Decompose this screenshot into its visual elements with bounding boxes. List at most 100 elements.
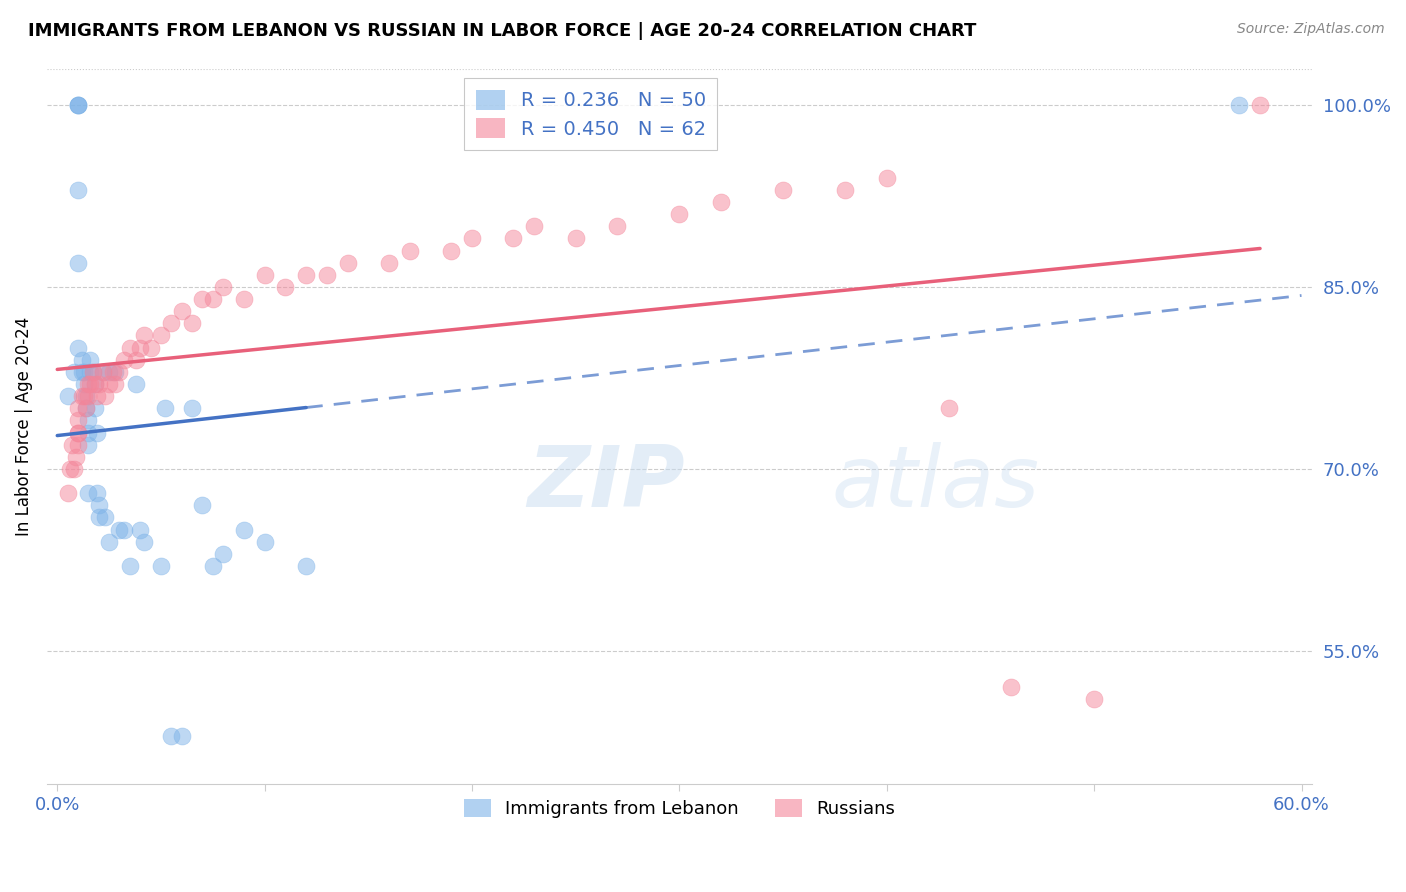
Point	[1227, 98, 1250, 112]
Point	[77, 376, 100, 391]
Point	[73, 389, 96, 403]
Point	[112, 352, 135, 367]
Point	[66, 425, 89, 440]
Point	[70, 365, 93, 379]
Y-axis label: In Labor Force | Age 20-24: In Labor Force | Age 20-24	[15, 317, 32, 536]
Point	[134, 328, 156, 343]
Point	[86, 425, 108, 440]
Point	[98, 534, 121, 549]
Point	[149, 559, 172, 574]
Point	[125, 352, 148, 367]
Point	[66, 341, 89, 355]
Text: atlas: atlas	[831, 442, 1039, 525]
Point	[104, 365, 127, 379]
Point	[1000, 681, 1022, 695]
Point	[125, 376, 148, 391]
Point	[104, 376, 127, 391]
Point	[94, 510, 117, 524]
Point	[461, 231, 484, 245]
Point	[86, 486, 108, 500]
Point	[86, 389, 108, 403]
Point	[75, 401, 97, 416]
Point	[91, 365, 114, 379]
Point	[66, 425, 89, 440]
Point	[139, 341, 162, 355]
Text: Source: ZipAtlas.com: Source: ZipAtlas.com	[1237, 22, 1385, 37]
Point	[191, 292, 214, 306]
Point	[149, 328, 172, 343]
Point	[160, 316, 183, 330]
Point	[336, 255, 359, 269]
Point	[77, 425, 100, 440]
Point	[315, 268, 337, 282]
Point	[108, 365, 131, 379]
Point	[66, 98, 89, 112]
Point	[79, 365, 101, 379]
Text: IMMIGRANTS FROM LEBANON VS RUSSIAN IN LABOR FORCE | AGE 20-24 CORRELATION CHART: IMMIGRANTS FROM LEBANON VS RUSSIAN IN LA…	[28, 22, 977, 40]
Legend: Immigrants from Lebanon, Russians: Immigrants from Lebanon, Russians	[457, 792, 903, 825]
Point	[668, 207, 690, 221]
Point	[201, 559, 224, 574]
Point	[201, 292, 224, 306]
Point	[153, 401, 176, 416]
Point	[63, 462, 86, 476]
Point	[103, 365, 125, 379]
Point	[160, 729, 183, 743]
Point	[129, 523, 152, 537]
Point	[66, 98, 89, 112]
Point	[112, 523, 135, 537]
Point	[79, 376, 101, 391]
Point	[66, 98, 89, 112]
Point	[170, 729, 193, 743]
Point	[606, 219, 628, 234]
Point	[129, 341, 152, 355]
Point	[83, 401, 105, 416]
Point	[295, 559, 318, 574]
Point	[56, 389, 79, 403]
Point	[1249, 98, 1271, 112]
Point	[87, 510, 110, 524]
Point	[91, 365, 114, 379]
Point	[398, 244, 420, 258]
Point	[253, 268, 276, 282]
Point	[378, 255, 401, 269]
Point	[118, 341, 141, 355]
Point	[82, 365, 104, 379]
Point	[876, 170, 898, 185]
Point	[75, 401, 97, 416]
Point	[73, 376, 96, 391]
Point	[274, 280, 297, 294]
Point	[66, 255, 89, 269]
Point	[710, 194, 733, 209]
Point	[98, 376, 121, 391]
Point	[70, 389, 93, 403]
Point	[191, 499, 214, 513]
Point	[87, 499, 110, 513]
Point	[502, 231, 524, 245]
Point	[253, 534, 276, 549]
Point	[66, 438, 89, 452]
Point	[73, 365, 96, 379]
Point	[170, 304, 193, 318]
Point	[564, 231, 586, 245]
Point	[77, 438, 100, 452]
Point	[295, 268, 318, 282]
Point	[83, 376, 105, 391]
Point	[66, 183, 89, 197]
Point	[523, 219, 546, 234]
Point	[77, 389, 100, 403]
Point	[938, 401, 960, 416]
Point	[60, 438, 83, 452]
Point	[66, 413, 89, 427]
Point	[79, 352, 101, 367]
Point	[77, 413, 100, 427]
Point	[212, 547, 235, 561]
Point	[98, 365, 121, 379]
Point	[82, 365, 104, 379]
Point	[232, 523, 254, 537]
Point	[83, 376, 105, 391]
Point	[59, 462, 82, 476]
Point	[181, 316, 204, 330]
Point	[440, 244, 463, 258]
Point	[1083, 692, 1105, 706]
